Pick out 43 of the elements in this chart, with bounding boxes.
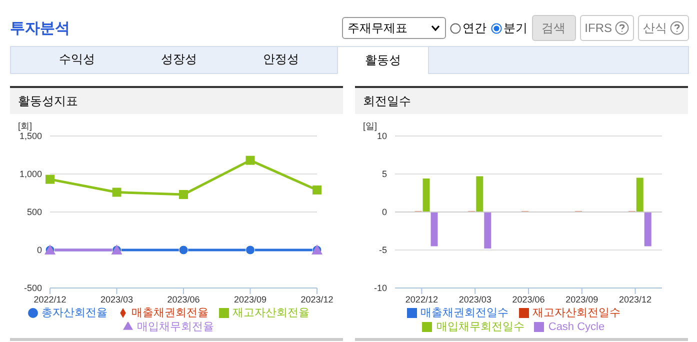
y-tick-label: 0 [36, 245, 42, 256]
x-tick-label: 2023/06 [512, 294, 545, 304]
y-tick-label: 5 [382, 169, 387, 180]
chart-title: 활동성지표 [10, 88, 343, 114]
legend-label: 재고자산회전일수 [532, 307, 620, 319]
legend-label: 매출채권회전율 [132, 307, 208, 319]
y-tick-label: -500 [24, 283, 42, 294]
y-tick-label: -5 [378, 245, 387, 256]
x-tick-label: 2023/12 [300, 294, 334, 304]
y-tick-label: 500 [26, 207, 42, 218]
x-tick-label: 2022/12 [405, 294, 438, 304]
text: 투자분석 [10, 19, 70, 38]
legend-label: 매입채무회전일수 [436, 321, 524, 333]
text: 안정성 [262, 50, 300, 68]
text: 산식 [643, 20, 667, 36]
x-tick-label: 2023/09 [566, 294, 598, 304]
text: 수익성 [58, 50, 96, 68]
x-tick-label: 2023/06 [167, 294, 200, 304]
text: IFRS [584, 21, 612, 35]
y-tick-label: 0 [382, 207, 387, 218]
y-tick-label: 1,000 [19, 169, 42, 180]
text: 검색 [532, 15, 576, 41]
y-axis-title: [일] [363, 120, 378, 133]
x-tick-label: 2023/12 [619, 294, 652, 304]
y-tick-label: -10 [374, 283, 387, 294]
text: 분기 [504, 20, 528, 36]
y-axis-title: [회] [18, 120, 32, 132]
legend-label: Cash Cycle [548, 321, 605, 333]
y-tick-label: 1,500 [19, 131, 42, 142]
text: 활동성 [337, 46, 429, 74]
text: 성장성 [160, 50, 198, 68]
x-tick-label: 2023/09 [234, 294, 267, 304]
text: 주재무제표 [348, 20, 408, 36]
legend-label: 매입채무회전율 [137, 321, 214, 333]
x-tick-label: 2023/03 [100, 294, 134, 304]
x-tick-label: 2023/03 [458, 294, 492, 304]
text: 연간 [462, 20, 487, 36]
x-tick-label: 2022/12 [34, 294, 66, 304]
chart-title: 회전일수 [355, 88, 688, 114]
y-tick-label: 10 [376, 131, 387, 142]
legend-label: 매출채권회전일수 [420, 307, 508, 319]
legend-label: 총자산회전율 [42, 307, 108, 319]
legend-label: 재고자산회전율 [232, 307, 310, 319]
